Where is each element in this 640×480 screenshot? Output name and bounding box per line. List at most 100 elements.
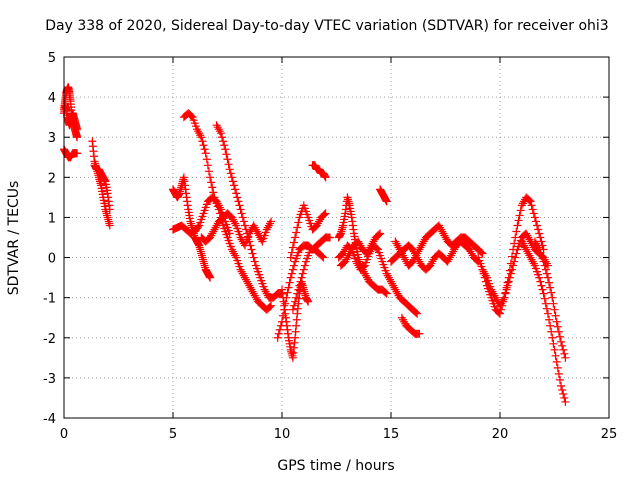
data-point (528, 205, 537, 214)
data-point (553, 363, 562, 372)
data-point (534, 243, 543, 252)
data-point (280, 305, 289, 314)
data-point (536, 277, 545, 286)
data-point (530, 237, 539, 246)
data-point (549, 339, 558, 348)
data-point (382, 289, 391, 298)
series-arc-21 (517, 237, 570, 406)
data-point (392, 239, 401, 248)
data-point (233, 193, 242, 202)
data-point (298, 269, 307, 278)
data-point (285, 278, 294, 287)
data-point (281, 299, 290, 308)
data-point (293, 223, 302, 232)
series-arc-6 (197, 209, 276, 250)
series-arc-16 (391, 221, 487, 270)
data-point (398, 315, 407, 324)
data-point (441, 233, 450, 242)
series-arc-15 (376, 185, 391, 206)
data-point (300, 261, 309, 270)
data-point (243, 277, 252, 286)
data-point (415, 329, 424, 338)
data-point (354, 237, 363, 246)
data-point (400, 317, 409, 326)
data-point (238, 213, 247, 222)
data-point (504, 277, 513, 286)
data-point (550, 305, 559, 314)
y-tick-label: 1 (48, 211, 56, 226)
data-point (236, 265, 245, 274)
data-point (541, 299, 550, 308)
series-arc-0a (60, 83, 82, 142)
data-point (73, 125, 82, 134)
data-point (321, 173, 330, 182)
data-point (249, 289, 258, 298)
series-arc-9 (286, 201, 330, 262)
data-point (444, 255, 453, 264)
data-point (554, 369, 563, 378)
data-point (445, 253, 454, 262)
x-axis-label: GPS time / hours (277, 458, 394, 474)
data-point (304, 297, 313, 306)
data-point (235, 201, 244, 210)
series-arc-5 (212, 121, 286, 302)
data-point (496, 309, 504, 318)
y-tick-label: -4 (43, 412, 56, 427)
data-point (250, 223, 259, 232)
data-point (250, 291, 259, 300)
data-point (391, 237, 400, 246)
data-point (382, 269, 391, 278)
data-point (393, 241, 402, 250)
points-layer (60, 83, 570, 406)
data-point (560, 349, 569, 358)
data-point (545, 278, 554, 287)
data-point (501, 289, 510, 298)
y-tick-label: -1 (43, 292, 56, 307)
data-point (427, 259, 436, 268)
data-point (410, 249, 419, 258)
data-point (292, 228, 301, 237)
data-point (244, 279, 253, 288)
data-point (496, 301, 504, 310)
data-point (555, 375, 564, 384)
data-point (408, 245, 417, 254)
data-point (558, 341, 567, 350)
data-point (497, 299, 506, 308)
data-point (196, 131, 205, 140)
data-point (389, 281, 398, 290)
data-point (231, 185, 240, 194)
data-point (401, 255, 410, 264)
data-point (292, 293, 301, 302)
data-point (359, 262, 368, 271)
data-point (352, 257, 361, 266)
data-point (230, 217, 239, 226)
series-arc-1b (90, 161, 114, 214)
data-point (293, 289, 302, 298)
data-point (436, 223, 445, 232)
data-point (312, 221, 321, 230)
data-point (438, 227, 447, 236)
data-point (361, 271, 370, 280)
data-point (367, 241, 376, 250)
data-point (400, 253, 409, 262)
plot-frame (63, 56, 610, 419)
data-point (248, 287, 257, 296)
data-point (249, 253, 258, 262)
data-point (228, 247, 237, 256)
data-point (236, 233, 245, 242)
series-arc-7 (278, 277, 313, 362)
data-point (318, 252, 327, 261)
data-point (547, 327, 556, 336)
data-point (287, 269, 296, 278)
data-point (251, 293, 260, 302)
data-point (250, 257, 259, 266)
data-point (206, 173, 215, 182)
data-point (369, 237, 378, 246)
data-point (382, 197, 391, 206)
data-point (224, 160, 233, 169)
data-point (204, 167, 213, 176)
data-point (295, 281, 304, 290)
data-point (559, 345, 568, 354)
data-point (390, 283, 399, 292)
data-point (267, 217, 276, 226)
